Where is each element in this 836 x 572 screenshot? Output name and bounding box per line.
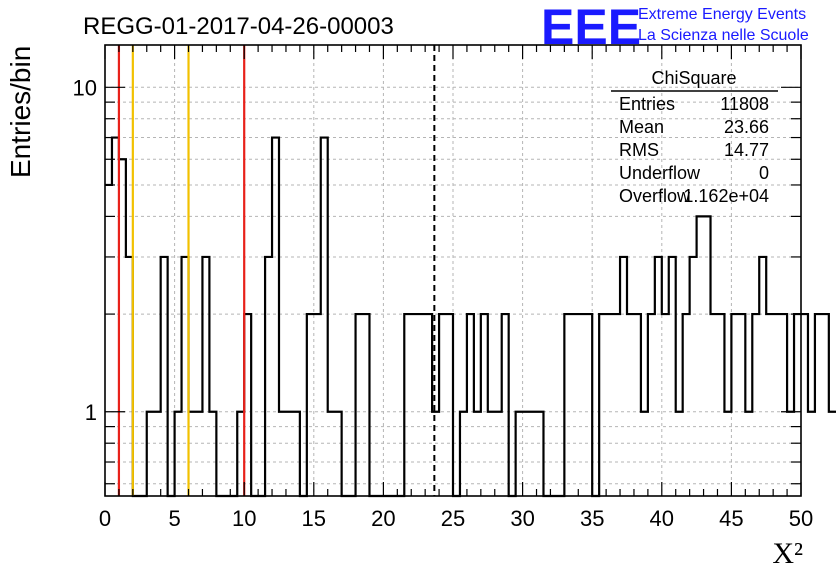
- y-tick-label: 1: [85, 400, 97, 425]
- vertical-marker-lines: [117, 45, 436, 496]
- x-axis-label: X²: [772, 537, 803, 570]
- x-tick-label: 25: [441, 506, 465, 531]
- stats-box-title: ChiSquare: [651, 68, 736, 88]
- x-tick-label: 40: [650, 506, 674, 531]
- x-tick-label: 10: [232, 506, 256, 531]
- x-tick-label: 0: [99, 506, 111, 531]
- stats-row-value: 0: [759, 163, 769, 183]
- y-axis-label: Entries/bin: [5, 46, 36, 178]
- stats-row-value: 1.162e+04: [683, 186, 769, 206]
- stats-row-label: Mean: [619, 117, 664, 137]
- histogram-outline: [105, 136, 836, 498]
- eee-logo: EEE Extreme Energy Events La Scienza nel…: [541, 0, 809, 55]
- eee-logo-line2: La Scienza nelle Scuole: [638, 27, 809, 44]
- stats-box-rows: Entries 11808 Mean 23.66 RMS 14.77 Underflow 0 O…: [619, 94, 769, 206]
- eee-logo-line1: Extreme Energy Events: [638, 6, 806, 23]
- x-tick-labels: 0 5 10 15 20 25 30 35 40 45 50: [99, 506, 813, 531]
- stats-row-value: 23.66: [724, 117, 769, 137]
- stats-row-label: RMS: [619, 140, 659, 160]
- axis-ticks: [104, 45, 802, 496]
- stats-box: ChiSquare Entries 11808 Mean 23.66 RMS 14.77 U…: [611, 68, 778, 206]
- x-tick-label: 15: [302, 506, 326, 531]
- x-tick-label: 35: [580, 506, 604, 531]
- y-tick-labels: 1 10: [73, 75, 97, 424]
- x-tick-label: 20: [371, 506, 395, 531]
- stats-row-value: 14.77: [724, 140, 769, 160]
- y-tick-label: 10: [73, 75, 97, 100]
- stats-row-value: 11808: [720, 94, 769, 114]
- eee-logo-mark: EEE: [541, 0, 641, 55]
- x-tick-label: 45: [719, 506, 743, 531]
- chart-title: REGG-01-2017-04-26-00003: [83, 13, 394, 40]
- stats-row-label: Overflow: [619, 186, 691, 206]
- stats-row-label: Entries: [619, 94, 675, 114]
- x-tick-label: 30: [510, 506, 534, 531]
- x-tick-label: 50: [789, 506, 813, 531]
- stats-row-label: Underflow: [619, 163, 701, 183]
- x-tick-label: 5: [168, 506, 180, 531]
